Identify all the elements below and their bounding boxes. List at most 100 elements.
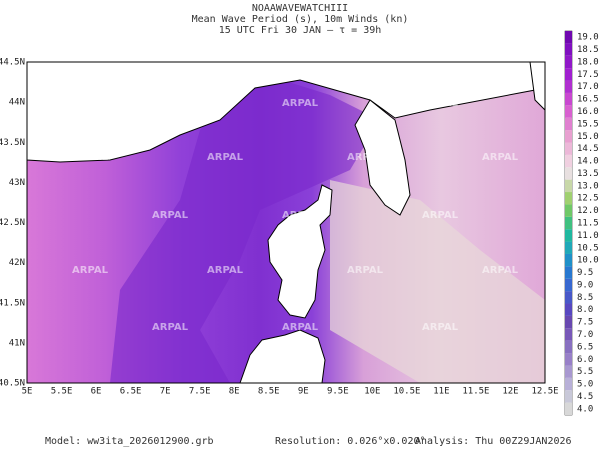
colorbar-label: 4.0 xyxy=(577,404,593,414)
lon-label: 6E xyxy=(91,387,102,397)
watermark: ARPAL xyxy=(282,98,319,109)
colorbar-label: 6.0 xyxy=(577,355,593,365)
colorbar-label: 16.0 xyxy=(577,107,599,117)
colorbar-swatch xyxy=(565,266,572,279)
colorbar-swatch xyxy=(565,353,572,366)
deep-period-zone xyxy=(110,70,380,383)
colorbar-swatch xyxy=(565,328,572,341)
colorbar-swatch xyxy=(565,315,572,329)
lon-label: 11E xyxy=(433,387,449,397)
watermark: ARPAL xyxy=(152,322,189,333)
lon-label: 9E xyxy=(298,387,309,397)
resolution-label: Resolution: 0.026°x0.020° xyxy=(275,436,426,447)
colorbar-label: 4.5 xyxy=(577,392,593,402)
colorbar-swatch xyxy=(565,291,572,304)
colorbar-label: 12.5 xyxy=(577,194,599,204)
title: NOAAWAVEWATCHIII xyxy=(252,3,348,14)
colorbar-label: 6.5 xyxy=(577,342,593,352)
watermark: ARPAL xyxy=(282,210,319,221)
colorbar-swatch xyxy=(565,154,572,168)
lat-label: 40.5N xyxy=(0,379,25,389)
watermark: ARPAL xyxy=(422,322,459,333)
lon-label: 9.5E xyxy=(327,387,349,397)
time-label: 15 UTC Fri 30 JAN – τ = 39h xyxy=(219,25,382,36)
colorbar-swatch xyxy=(565,142,572,155)
colorbar-swatch xyxy=(565,105,572,118)
lon-label: 7E xyxy=(160,387,171,397)
colorbar-label: 10.5 xyxy=(577,243,599,253)
lon-label: 10.5E xyxy=(393,387,420,397)
colorbar-swatch xyxy=(565,130,572,143)
model-label: Model: ww3ita_2026012900.grb xyxy=(45,436,214,447)
analysis-label: Analysis: Thu 00Z29JAN2026 xyxy=(415,436,572,447)
colorbar-label: 5.0 xyxy=(577,380,593,390)
colorbar-label: 14.0 xyxy=(577,157,599,167)
colorbar-swatch xyxy=(565,278,572,292)
colorbar-label: 17.0 xyxy=(577,82,599,92)
colorbar-swatch xyxy=(565,92,572,106)
colorbar-label: 8.5 xyxy=(577,293,593,303)
watermark: ARPAL xyxy=(207,152,244,163)
watermark: ARPAL xyxy=(282,322,319,333)
watermark: ARPAL xyxy=(152,98,189,109)
colorbar-swatch xyxy=(565,303,572,316)
colorbar-label: 14.5 xyxy=(577,144,599,154)
colorbar-label: 13.0 xyxy=(577,181,599,191)
colorbar-label: 11.0 xyxy=(577,231,599,241)
colorbar-label: 18.0 xyxy=(577,57,599,67)
lat-label: 43.5N xyxy=(0,138,25,148)
lon-label: 6.5E xyxy=(120,387,142,397)
colorbar-swatch xyxy=(565,204,572,217)
corsica xyxy=(267,184,333,319)
colorbar-swatch xyxy=(565,216,572,230)
colorbar-label: 8.0 xyxy=(577,305,593,315)
colorbar-swatch xyxy=(565,365,572,378)
colorbar-swatch xyxy=(565,390,572,403)
colorbar-swatch xyxy=(565,117,572,131)
watermark: ARPAL xyxy=(422,98,459,109)
colorbar-swatch xyxy=(565,167,572,180)
colorbar-swatch xyxy=(565,377,572,391)
lon-label: 11.5E xyxy=(462,387,489,397)
colorbar-swatch xyxy=(565,253,572,267)
lon-label: 8.5E xyxy=(258,387,280,397)
lon-label: 7.5E xyxy=(189,387,211,397)
colorbar-swatch xyxy=(565,80,572,93)
lon-label: 8E xyxy=(229,387,240,397)
sardinia xyxy=(239,329,326,384)
colorbar-swatch xyxy=(565,402,572,415)
colorbar-swatch xyxy=(565,68,572,81)
colorbar-label: 9.0 xyxy=(577,280,593,290)
watermark: ARPAL xyxy=(72,152,109,163)
map-frame xyxy=(26,61,546,384)
colorbar-label: 15.5 xyxy=(577,119,599,129)
watermark: ARPAL xyxy=(347,152,384,163)
colorbar-label: 11.5 xyxy=(577,219,599,229)
colorbar-swatch xyxy=(565,43,572,56)
short-period-zone xyxy=(330,180,545,383)
colorbar-label: 19.0 xyxy=(577,33,599,43)
watermark: ARPAL xyxy=(422,210,459,221)
colorbar-swatch xyxy=(565,229,572,242)
watermark: ARPAL xyxy=(482,152,519,163)
lon-label: 5E xyxy=(22,387,33,397)
colorbar-label: 7.5 xyxy=(577,318,593,328)
lat-label: 42N xyxy=(9,258,25,268)
lat-label: 41N xyxy=(9,338,25,348)
colorbar-label: 13.5 xyxy=(577,169,599,179)
colorbar-label: 17.5 xyxy=(577,70,599,80)
lon-label: 12.5E xyxy=(531,387,558,397)
colorbar-label: 12.0 xyxy=(577,206,599,216)
colorbar-swatch xyxy=(565,340,572,354)
subtitle: Mean Wave Period (s), 10m Winds (kn) xyxy=(192,14,409,25)
colorbar-label: 16.5 xyxy=(577,95,599,105)
watermark: ARPAL xyxy=(347,265,384,276)
italy-coast xyxy=(354,99,411,216)
watermark: ARPAL xyxy=(207,265,244,276)
colorbar-label: 10.0 xyxy=(577,256,599,266)
lat-label: 42.5N xyxy=(0,218,25,228)
colorbar-label: 7.0 xyxy=(577,330,593,340)
colorbar-swatch xyxy=(565,31,572,44)
